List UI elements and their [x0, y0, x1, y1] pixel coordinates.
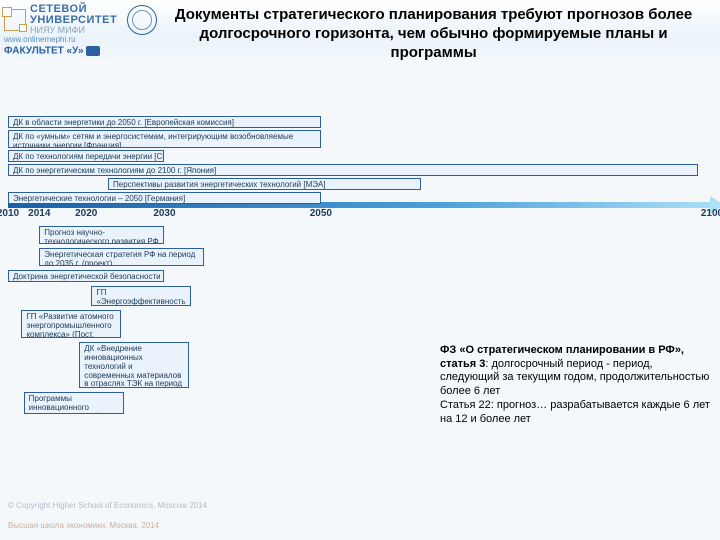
uni-url: www.onlinemephi.ru: [4, 36, 157, 44]
roadmap-bar: ДК по технологиям передачи энергии [США]: [8, 150, 164, 162]
year-tick: 2050: [310, 208, 332, 219]
uni-small: НИЯУ МИФИ: [30, 26, 117, 35]
roadmap-bar: Энергетическая стратегия РФ на период до…: [39, 248, 203, 266]
roadmap-bar: ДК «Внедрение инновационных технологий и…: [79, 342, 189, 388]
header: СЕТЕВОЙ УНИВЕРСИТЕТ НИЯУ МИФИ www.online…: [0, 0, 720, 62]
roadmap-bar: ГП «Развитие атомного энергопромышленног…: [21, 310, 121, 338]
year-tick: 2100: [701, 208, 720, 219]
roadmap-bar: Доктрина энергетической безопасности Рос…: [8, 270, 164, 282]
network-logo-icon: [4, 9, 26, 31]
roadmap-bar: ДК по энергетическим технологиям до 2100…: [8, 164, 698, 176]
year-tick: 2014: [28, 208, 50, 219]
roadmap-bar: Прогноз научно-технологического развития…: [39, 226, 164, 244]
faculty-label: ФАКУЛЬТЕТ «У»: [4, 46, 157, 57]
seal-icon: [127, 5, 157, 35]
logo-block: СЕТЕВОЙ УНИВЕРСИТЕТ НИЯУ МИФИ www.online…: [4, 4, 157, 57]
timeline-above: ДК в области энергетики до 2050 г. [Евро…: [8, 68, 712, 208]
year-tick: 2030: [153, 208, 175, 219]
timeline-years: 201020142020203020502100: [8, 208, 712, 222]
year-tick: 2020: [75, 208, 97, 219]
roadmap-bar: Перспективы развития энергетических техн…: [108, 178, 421, 190]
footer-copyright: © Copyright Higher School of Economics, …: [8, 501, 207, 510]
law-text: ФЗ «О стратегическом планировании в РФ»,…: [440, 344, 710, 427]
roadmap-bar: ДК по «умным» сетям и энергосистемам, ин…: [8, 130, 321, 148]
roadmap-bar: ДК в области энергетики до 2050 г. [Евро…: [8, 116, 321, 128]
page-title: Документы стратегического планирования т…: [157, 4, 712, 62]
roadmap-bar: Энергетические технологии – 2050 [Герман…: [8, 192, 321, 204]
timeline-below: ФЗ «О стратегическом планировании в РФ»,…: [8, 226, 712, 436]
footer-hse: Высшая школа экономики, Москва, 2014: [8, 521, 159, 530]
faculty-badge-icon: [86, 46, 100, 56]
roadmap-bar: Программы инновационного развития компан…: [24, 392, 124, 414]
year-tick: 2010: [0, 208, 19, 219]
roadmap-bar: ГП «Энергоэффективность и развитие энерг…: [91, 286, 191, 306]
